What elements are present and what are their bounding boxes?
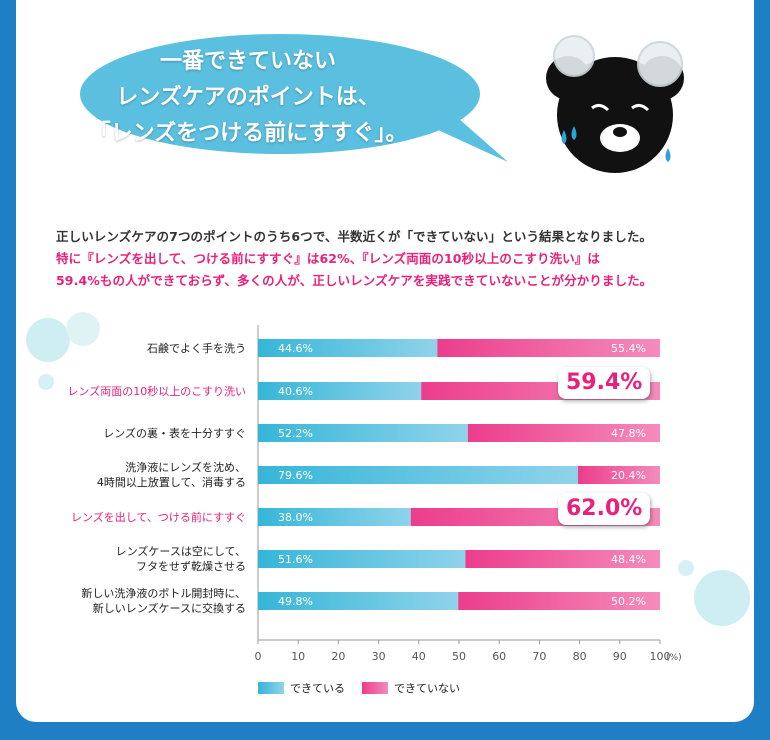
decor-bubble [66,312,100,346]
decor-bubble [694,570,750,626]
intro-text: 正しいレンズケアの7つのポイントのうち6つで、半数近くが「できていない」という結… [56,226,736,292]
decor-bubble [26,318,70,362]
legend-swatch-not-done [362,682,388,694]
legend-item-not-done: できていない [362,680,460,696]
category-label: 洗浄液にレンズを沈め、 4時間以上放置して、消毒する [96,461,246,489]
category-label: 石鹸でよく手を洗う [147,341,246,355]
category-label: レンズの裏・表を十分すすぐ [103,426,246,440]
category-label: レンズ両面の10秒以上のこすり洗い [67,384,246,398]
intro-line-1: 正しいレンズケアの7つのポイントのうち6つで、半数近くが「できていない」という結… [56,229,653,244]
legend-swatch-done [258,682,284,694]
crying-mascot-icon [546,35,684,173]
decor-bubble [38,374,54,390]
speech-bubble [80,34,508,162]
category-label: レンズケースは空にして、 フタをせず乾燥させる [115,545,246,573]
legend-label-done: できている [290,682,345,695]
callout-label: 62.0% [558,493,651,525]
legend-item-done: できている [258,680,345,696]
decor-bubble [678,560,694,576]
headline-line-3: 「レンズをつける前にすすぐ」。 [88,121,408,146]
category-label: 新しい洗浄液のボトル開封時に、 新しいレンズケースに交換する [81,587,246,615]
callout-label: 59.4% [558,367,651,399]
legend-label-not-done: できていない [394,682,460,695]
headline-line-1: 一番できていない [159,49,336,74]
headline-line-2: レンズケアのポイントは、 [116,85,380,110]
intro-line-2: 特に『レンズを出して、つける前にすすぐ』は62%、『レンズ両面の10秒以上のこす… [56,251,600,266]
headline: 一番できていない レンズケアのポイントは、 「レンズをつける前にすすぐ」。 [48,44,448,152]
intro-line-3: 59.4%もの人ができておらず、多くの人が、正しいレンズケアを実践できていないこ… [56,273,653,288]
category-label: レンズを出して、つける前にすすぐ [70,510,246,524]
